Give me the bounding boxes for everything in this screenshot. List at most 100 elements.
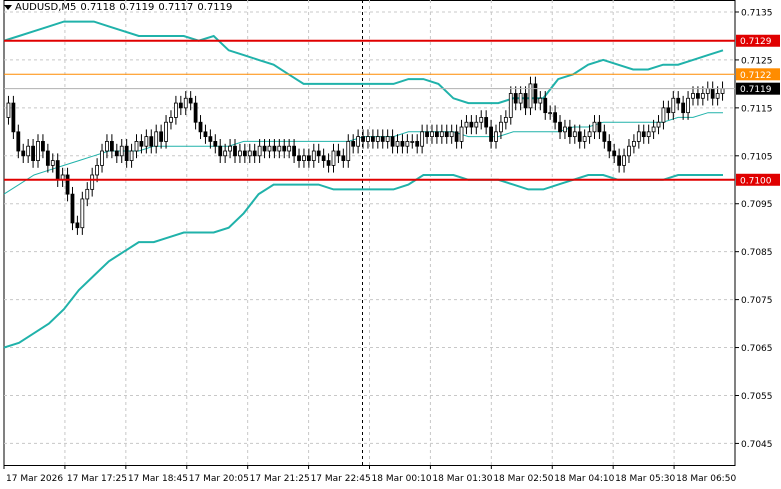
y-tick-label: 0.7105 bbox=[741, 152, 773, 162]
level-tag-label: 0.7129 bbox=[740, 37, 772, 47]
y-tick-label: 0.7045 bbox=[741, 440, 773, 450]
candle-body bbox=[193, 102, 198, 123]
candle-body bbox=[203, 131, 208, 138]
candle-body bbox=[444, 131, 449, 138]
y-tick-label: 0.7075 bbox=[741, 296, 773, 306]
candle-body bbox=[715, 93, 720, 99]
candle-body bbox=[272, 145, 277, 152]
candle-body bbox=[213, 141, 218, 147]
candle-body bbox=[85, 188, 90, 200]
candle-body bbox=[316, 150, 321, 157]
candle-body bbox=[361, 136, 365, 142]
candle-body bbox=[70, 193, 75, 224]
candle-body bbox=[710, 88, 715, 99]
candle-body bbox=[287, 145, 292, 152]
candle-body bbox=[513, 93, 518, 104]
candle-body bbox=[636, 131, 641, 142]
y-tick-label: 0.7125 bbox=[741, 56, 773, 66]
level-tag bbox=[736, 34, 780, 47]
candle-body bbox=[410, 141, 415, 143]
candle-body bbox=[169, 117, 173, 123]
candle-body bbox=[366, 136, 370, 142]
candle-body bbox=[277, 145, 282, 152]
candle-body bbox=[36, 141, 40, 161]
candle-body bbox=[395, 141, 400, 147]
candle-body bbox=[16, 131, 21, 152]
candle-body bbox=[666, 107, 671, 114]
current-price-tag bbox=[736, 82, 780, 95]
candle-body bbox=[503, 117, 508, 123]
candle-body bbox=[627, 145, 631, 157]
candle-body bbox=[218, 145, 223, 157]
x-tick-label: 18 Mar 01:30 bbox=[432, 474, 492, 484]
dropdown-triangle-icon[interactable] bbox=[4, 4, 12, 10]
candle-body bbox=[105, 141, 109, 152]
y-tick-label: 0.7055 bbox=[741, 392, 773, 402]
candle-body bbox=[178, 102, 183, 109]
x-tick-label: 17 Mar 22:45 bbox=[311, 474, 371, 484]
candle-body bbox=[676, 97, 681, 104]
candle-body bbox=[420, 131, 425, 147]
candle-body bbox=[533, 83, 538, 104]
candle-body bbox=[641, 131, 646, 138]
candle-body bbox=[415, 141, 420, 147]
candle-body bbox=[439, 131, 444, 138]
candle-body bbox=[430, 131, 434, 138]
candle-body bbox=[75, 222, 80, 229]
candle-body bbox=[661, 107, 666, 123]
x-tick-label: 17 Mar 21:25 bbox=[250, 474, 310, 484]
candle-body bbox=[464, 121, 469, 128]
candle-body bbox=[435, 131, 439, 138]
candle-body bbox=[681, 102, 686, 114]
candle-body bbox=[375, 136, 380, 142]
candle-body bbox=[474, 121, 479, 128]
candle-body bbox=[602, 131, 607, 142]
band-lower bbox=[3, 174, 723, 349]
band-upper bbox=[3, 20, 724, 105]
y-tick-label: 0.7065 bbox=[741, 344, 773, 354]
x-tick-label: 18 Mar 04:10 bbox=[554, 474, 614, 484]
candle-body bbox=[267, 145, 272, 152]
candle-body bbox=[95, 164, 100, 176]
candle-body bbox=[563, 126, 567, 133]
candle-body bbox=[124, 145, 129, 161]
candle-body bbox=[65, 174, 70, 195]
candle-body bbox=[6, 102, 11, 118]
candle-body bbox=[306, 155, 311, 161]
candle-body bbox=[582, 136, 587, 142]
candle-body bbox=[346, 141, 351, 161]
candle-body bbox=[528, 83, 533, 109]
candle-body bbox=[489, 126, 493, 142]
candle-body bbox=[292, 145, 296, 157]
candle-body bbox=[242, 150, 247, 157]
y-tick-label: 0.7115 bbox=[741, 104, 773, 114]
candle-body bbox=[188, 97, 193, 104]
x-tick-label: 17 Mar 17:25 bbox=[67, 474, 127, 484]
candle-body bbox=[139, 141, 144, 147]
candle-body bbox=[696, 93, 700, 99]
candle-body bbox=[577, 131, 582, 142]
candle-body bbox=[499, 121, 503, 133]
candle-body bbox=[233, 145, 237, 157]
candle-body bbox=[164, 121, 168, 142]
candle-body bbox=[651, 126, 656, 133]
candle-body bbox=[149, 136, 154, 147]
candle-body bbox=[90, 174, 95, 190]
candle-body bbox=[228, 145, 232, 152]
candle-body bbox=[567, 126, 572, 138]
candle-body bbox=[607, 141, 612, 152]
candle-body bbox=[523, 93, 528, 109]
candle-body bbox=[109, 141, 114, 152]
candle-body bbox=[302, 155, 306, 161]
candle-body bbox=[469, 121, 474, 128]
candle-body bbox=[198, 121, 203, 133]
candle-body bbox=[454, 131, 459, 142]
x-tick-label: 18 Mar 06:50 bbox=[676, 474, 736, 484]
candle-body bbox=[154, 131, 159, 147]
candle-body bbox=[508, 93, 513, 118]
candle-body bbox=[691, 93, 695, 99]
candle-body bbox=[45, 150, 50, 166]
candle-body bbox=[252, 150, 257, 157]
